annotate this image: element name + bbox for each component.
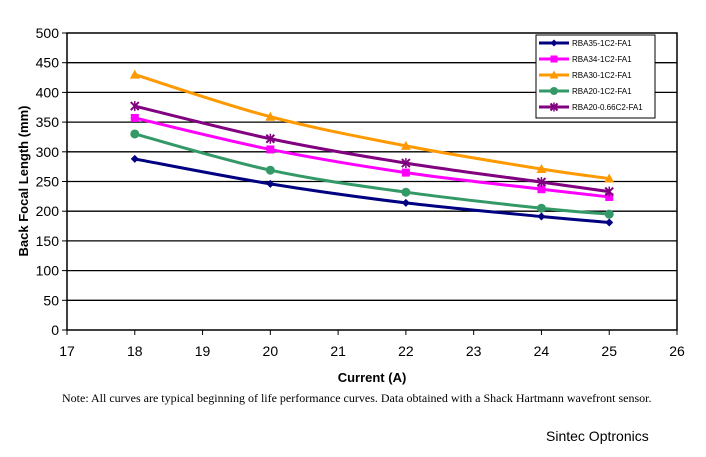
x-axis-title: Current (A) <box>338 370 407 385</box>
series-line-0 <box>134 157 610 224</box>
legend: RBA35-1C2-FA1 RBA34-1C2-FA1 RBA30-1C2-FA1 R… <box>535 34 656 119</box>
legend-marker-1 <box>550 55 558 63</box>
y-tick-label-400: 400 <box>36 84 60 100</box>
x-tick-label-22: 22 <box>398 343 414 359</box>
y-tick-label-450: 450 <box>36 55 60 71</box>
y-tick-label-200: 200 <box>36 203 60 219</box>
x-tick-label-20: 20 <box>263 343 279 359</box>
y-tick-label-250: 250 <box>36 174 60 190</box>
series-2-point-0 <box>129 69 140 79</box>
y-axis-title: Back Focal Length (mm) <box>16 106 31 257</box>
series-3-point-2 <box>401 187 411 197</box>
series-1-point-4 <box>605 192 614 201</box>
series-1-point-3 <box>537 185 546 194</box>
series-3-point-3 <box>536 203 546 213</box>
series-0-point-2 <box>401 198 410 207</box>
y-tick-label-350: 350 <box>36 114 60 130</box>
company-name: Sintec Optronics <box>546 428 649 444</box>
series-3-point-0 <box>130 129 140 139</box>
x-tick-label-25: 25 <box>601 343 617 359</box>
axis-ticks: 0 50 100 150 200 250 300 350 400 450 500 17 18 19 20 21… <box>36 25 685 359</box>
x-tick-label-19: 19 <box>195 343 211 359</box>
legend-marker-0 <box>550 39 558 47</box>
footnote: Note: All curves are typical beginning o… <box>62 391 652 405</box>
series-group <box>129 69 615 227</box>
series-3-point-1 <box>265 165 275 175</box>
series-2-point-4 <box>604 173 615 183</box>
x-tick-label-24: 24 <box>534 343 550 359</box>
y-tick-label-0: 0 <box>51 322 59 338</box>
series-4-point-1 <box>265 133 276 144</box>
series-4-point-0 <box>130 101 140 112</box>
series-1-point-0 <box>130 113 139 122</box>
series-2-point-2 <box>400 140 411 150</box>
series-4-point-3 <box>536 177 547 188</box>
series-2-point-3 <box>536 164 547 174</box>
legend-label-2: RBA30-1C2-FA1 <box>572 71 632 80</box>
legend-marker-2 <box>549 70 559 79</box>
chart: 0 50 100 150 200 250 300 350 400 450 500 17 18 19 20 21… <box>16 25 685 385</box>
series-line-4 <box>134 104 610 194</box>
series-4-point-2 <box>401 158 411 169</box>
legend-label-1: RBA34-1C2-FA1 <box>572 55 632 64</box>
series-1-point-2 <box>401 168 410 177</box>
series-line-2 <box>134 73 610 181</box>
legend-marker-3 <box>550 87 558 95</box>
x-tick-label-26: 26 <box>669 343 685 359</box>
series-1-point-1 <box>266 145 275 154</box>
series-2-point-1 <box>265 111 276 121</box>
legend-label-0: RBA35-1C2-FA1 <box>572 39 632 48</box>
series-line-1 <box>134 116 610 199</box>
y-tick-label-150: 150 <box>36 233 60 249</box>
legend-label-3: RBA20-1C2-FA1 <box>572 87 632 96</box>
y-tick-label-100: 100 <box>36 263 60 279</box>
series-0-point-4 <box>605 218 614 227</box>
y-tick-label-50: 50 <box>43 292 59 308</box>
x-tick-label-21: 21 <box>330 343 346 359</box>
series-4-point-4 <box>604 186 614 197</box>
series-0-point-3 <box>537 212 546 221</box>
legend-marker-4 <box>549 102 559 112</box>
y-tick-label-500: 500 <box>36 25 60 41</box>
x-tick-label-17: 17 <box>59 343 75 359</box>
series-0-point-0 <box>130 154 139 163</box>
y-tick-label-300: 300 <box>36 144 60 160</box>
series-0-point-1 <box>266 179 275 188</box>
x-tick-label-18: 18 <box>127 343 143 359</box>
series-3-point-4 <box>604 209 614 219</box>
x-tick-label-23: 23 <box>466 343 482 359</box>
legend-label-4: RBA20-0.66C2-FA1 <box>572 103 643 112</box>
series-line-3 <box>134 132 610 216</box>
